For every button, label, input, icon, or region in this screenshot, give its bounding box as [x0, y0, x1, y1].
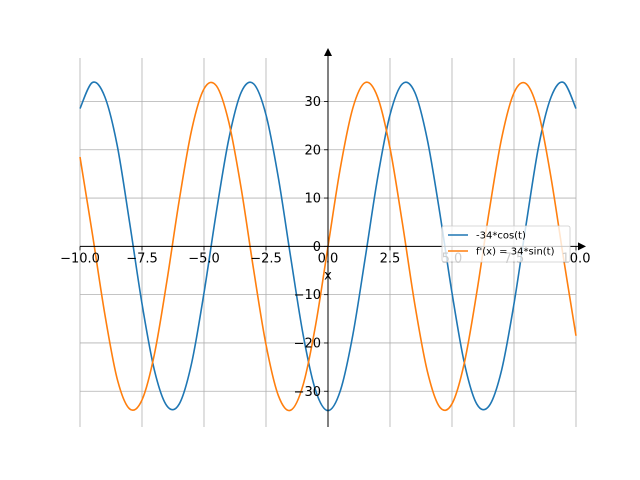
x-tick-label: 0.0: [318, 251, 339, 266]
y-tick-label: 0: [313, 240, 321, 255]
x-tick-label: 2.5: [380, 251, 401, 266]
y-tick-label: 30: [304, 95, 321, 110]
legend-box: [441, 225, 571, 263]
x-tick-label: −2.5: [250, 251, 282, 266]
x-axis-arrow: [578, 242, 586, 251]
legend: -34*cos(t) f'(x) = 34*sin(t): [441, 225, 571, 263]
y-tick-label: 10: [304, 192, 321, 207]
y-tick-label: −10: [294, 288, 321, 303]
x-tick-label: −7.5: [126, 251, 158, 266]
y-tick-label: −30: [294, 385, 321, 400]
x-axis-label: x: [324, 268, 332, 283]
legend-label-1: -34*cos(t): [476, 231, 526, 242]
legend-label-2: f'(x) = 34*sin(t): [476, 247, 555, 258]
x-tick-label: −10.0: [60, 251, 100, 266]
y-tick-label: −20: [294, 336, 321, 351]
x-tick-label: −5.0: [188, 251, 220, 266]
y-axis-arrow: [324, 48, 332, 56]
y-tick-label: 20: [304, 143, 321, 158]
